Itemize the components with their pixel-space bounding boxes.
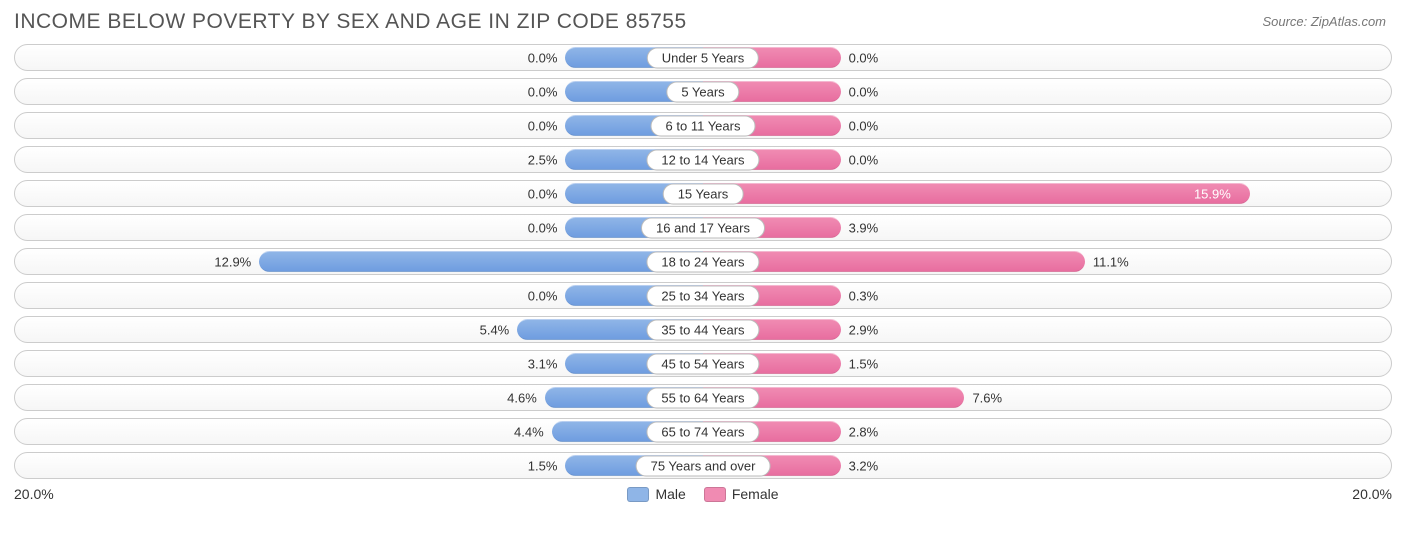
female-value-label: 15.9%: [1194, 186, 1231, 201]
category-label: 35 to 44 Years: [646, 319, 759, 340]
male-value-label: 3.1%: [528, 356, 558, 371]
female-value-label: 0.0%: [849, 152, 879, 167]
chart-row: 35 to 44 Years 5.4% 2.9%: [14, 316, 1392, 343]
female-bar: [703, 183, 1250, 204]
male-bar: [259, 251, 703, 272]
male-value-label: 12.9%: [214, 254, 251, 269]
category-label: 18 to 24 Years: [646, 251, 759, 272]
source-attribution: Source: ZipAtlas.com: [1262, 14, 1386, 29]
legend-female: Female: [704, 486, 779, 502]
chart-row: 12 to 14 Years 2.5% 0.0%: [14, 146, 1392, 173]
female-value-label: 3.9%: [849, 220, 879, 235]
female-value-label: 0.3%: [849, 288, 879, 303]
category-label: 45 to 54 Years: [646, 353, 759, 374]
male-value-label: 0.0%: [528, 84, 558, 99]
chart-row: 65 to 74 Years 4.4% 2.8%: [14, 418, 1392, 445]
female-value-label: 0.0%: [849, 118, 879, 133]
category-label: Under 5 Years: [647, 47, 759, 68]
category-label: 12 to 14 Years: [646, 149, 759, 170]
axis-max-right: 20.0%: [1352, 486, 1392, 502]
chart-title: INCOME BELOW POVERTY BY SEX AND AGE IN Z…: [14, 10, 1392, 34]
female-value-label: 2.9%: [849, 322, 879, 337]
category-label: 15 Years: [663, 183, 744, 204]
category-label: 55 to 64 Years: [646, 387, 759, 408]
female-value-label: 3.2%: [849, 458, 879, 473]
male-value-label: 1.5%: [528, 458, 558, 473]
male-value-label: 0.0%: [528, 186, 558, 201]
male-value-label: 0.0%: [528, 220, 558, 235]
chart-row: 15 Years 0.0% 15.9%: [14, 180, 1392, 207]
legend-female-label: Female: [732, 486, 779, 502]
female-value-label: 7.6%: [972, 390, 1002, 405]
legend-axis-row: 20.0% Male Female 20.0%: [14, 486, 1392, 502]
female-value-label: 11.1%: [1093, 254, 1129, 269]
chart-row: 45 to 54 Years 3.1% 1.5%: [14, 350, 1392, 377]
male-value-label: 0.0%: [528, 50, 558, 65]
legend-male: Male: [627, 486, 685, 502]
chart-row: 6 to 11 Years 0.0% 0.0%: [14, 112, 1392, 139]
male-value-label: 5.4%: [480, 322, 510, 337]
male-swatch: [627, 487, 649, 502]
chart-row: 55 to 64 Years 4.6% 7.6%: [14, 384, 1392, 411]
female-value-label: 2.8%: [849, 424, 879, 439]
chart-row: 5 Years 0.0% 0.0%: [14, 78, 1392, 105]
legend-male-label: Male: [655, 486, 685, 502]
category-label: 16 and 17 Years: [641, 217, 765, 238]
female-value-label: 1.5%: [849, 356, 879, 371]
male-value-label: 4.4%: [514, 424, 544, 439]
axis-max-left: 20.0%: [14, 486, 54, 502]
chart-row: 18 to 24 Years 12.9% 11.1%: [14, 248, 1392, 275]
category-label: 75 Years and over: [636, 455, 771, 476]
chart-row: Under 5 Years 0.0% 0.0%: [14, 44, 1392, 71]
female-value-label: 0.0%: [849, 84, 879, 99]
female-value-label: 0.0%: [849, 50, 879, 65]
category-label: 5 Years: [666, 81, 739, 102]
chart-row: 16 and 17 Years 0.0% 3.9%: [14, 214, 1392, 241]
female-swatch: [704, 487, 726, 502]
diverging-bar-chart: Under 5 Years0.0%0.0%5 Years0.0%0.0%6 to…: [14, 44, 1392, 479]
category-label: 65 to 74 Years: [646, 421, 759, 442]
chart-row: 25 to 34 Years 0.0% 0.3%: [14, 282, 1392, 309]
category-label: 6 to 11 Years: [651, 115, 756, 136]
male-value-label: 4.6%: [507, 390, 537, 405]
male-value-label: 2.5%: [528, 152, 558, 167]
category-label: 25 to 34 Years: [646, 285, 759, 306]
chart-row: 75 Years and over 1.5% 3.2%: [14, 452, 1392, 479]
male-value-label: 0.0%: [528, 288, 558, 303]
legend: Male Female: [627, 486, 778, 502]
male-value-label: 0.0%: [528, 118, 558, 133]
female-bar: [703, 251, 1085, 272]
